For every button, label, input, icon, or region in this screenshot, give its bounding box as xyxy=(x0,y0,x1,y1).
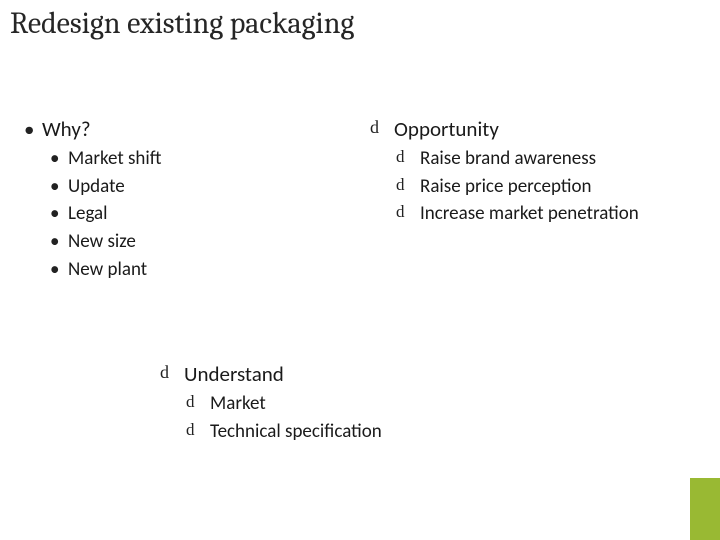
list-item: d Technical specification xyxy=(186,418,580,446)
curly-icon: d xyxy=(396,145,420,170)
curly-icon: d xyxy=(160,360,184,384)
item-label: Raise brand awareness xyxy=(420,145,690,173)
left-header-row: • Why? xyxy=(24,115,344,143)
item-label: Increase market penetration xyxy=(420,200,690,228)
item-label: New size xyxy=(68,228,344,256)
item-label: Raise price perception xyxy=(420,173,690,201)
dot-icon: • xyxy=(50,145,68,173)
item-label: Technical specification xyxy=(210,418,580,446)
curly-icon: d xyxy=(396,173,420,198)
list-item: • Update xyxy=(50,173,344,201)
right-header: Opportunity xyxy=(394,115,690,143)
dot-icon: • xyxy=(50,228,68,256)
item-label: Update xyxy=(68,173,344,201)
curly-icon: d xyxy=(396,200,420,225)
list-item: d Increase market penetration xyxy=(396,200,690,228)
list-item: • New size xyxy=(50,228,344,256)
list-item: d Market xyxy=(186,390,580,418)
list-item: • Legal xyxy=(50,200,344,228)
dot-icon: • xyxy=(50,173,68,201)
list-item: d Raise brand awareness xyxy=(396,145,690,173)
curly-icon: d xyxy=(370,115,394,139)
curly-icon: d xyxy=(186,418,210,443)
list-item: • Market shift xyxy=(50,145,344,173)
item-label: Market xyxy=(210,390,580,418)
item-label: Legal xyxy=(68,200,344,228)
list-item: d Raise price perception xyxy=(396,173,690,201)
right-column: d Opportunity d Raise brand awareness d … xyxy=(370,115,690,228)
bottom-column: d Understand d Market d Technical specif… xyxy=(160,360,580,445)
slide-title: Redesign existing packaging xyxy=(10,6,354,41)
right-header-row: d Opportunity xyxy=(370,115,690,143)
slide: Redesign existing packaging • Why? • Mar… xyxy=(0,0,720,540)
list-item: • New plant xyxy=(50,256,344,284)
accent-block xyxy=(690,478,720,540)
item-label: Market shift xyxy=(68,145,344,173)
bottom-header: Understand xyxy=(184,360,580,388)
dot-icon: • xyxy=(50,256,68,284)
item-label: New plant xyxy=(68,256,344,284)
dot-icon: • xyxy=(24,115,42,143)
left-column: • Why? • Market shift • Update • Legal •… xyxy=(24,115,344,283)
bottom-header-row: d Understand xyxy=(160,360,580,388)
curly-icon: d xyxy=(186,390,210,415)
left-header: Why? xyxy=(42,115,344,143)
dot-icon: • xyxy=(50,200,68,228)
